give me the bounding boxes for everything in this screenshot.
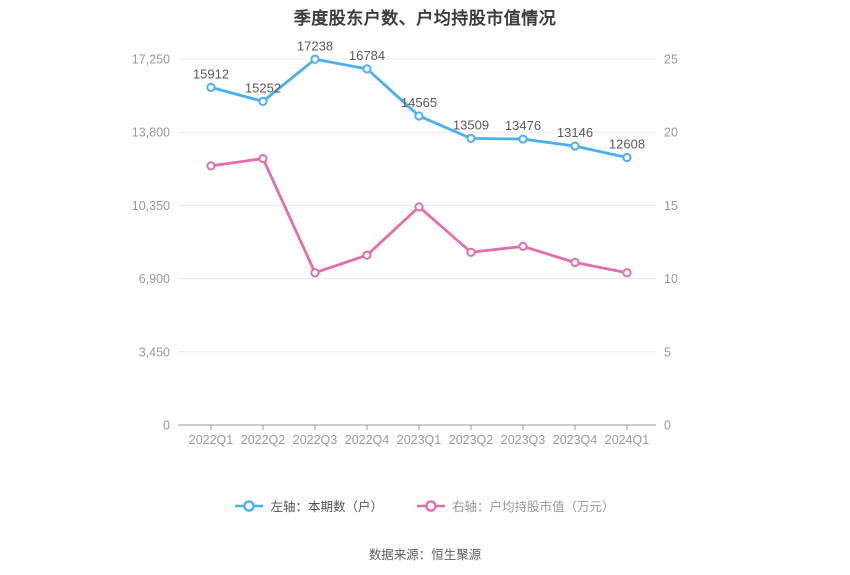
data-point-label: 13509 bbox=[453, 117, 489, 132]
x-axis-category-label: 2023Q1 bbox=[397, 433, 442, 447]
right-axis-tick-label: 10 bbox=[664, 272, 678, 286]
right-axis-tick-label: 20 bbox=[664, 126, 678, 140]
data-point-label: 16784 bbox=[349, 48, 385, 63]
data-point[interactable] bbox=[310, 268, 320, 278]
data-point[interactable] bbox=[622, 152, 632, 163]
data-point[interactable] bbox=[466, 133, 476, 143]
data-point[interactable] bbox=[310, 54, 320, 64]
left-axis-tick-label: 17,250 bbox=[132, 53, 170, 67]
x-axis-category-label: 2022Q2 bbox=[241, 433, 286, 447]
data-point[interactable] bbox=[206, 161, 216, 171]
left-axis-tick-label: 10,350 bbox=[132, 199, 170, 213]
x-axis-category-label: 2022Q4 bbox=[345, 433, 390, 447]
legend: 左轴：本期数（户） 右轴：户均持股市值（万元） bbox=[0, 496, 850, 515]
line-circle-marker-icon bbox=[417, 499, 445, 513]
data-point[interactable] bbox=[570, 141, 580, 151]
line-chart: 0 0 3,450 5 6,900 10 10,350 15 13,800 20 17,250 25 2… bbox=[132, 38, 678, 447]
data-point-label: 12608 bbox=[609, 136, 645, 151]
legend-item-shareholders[interactable]: 左轴：本期数（户） bbox=[235, 496, 383, 515]
data-point[interactable] bbox=[362, 250, 372, 260]
x-axis-category-label: 2023Q4 bbox=[553, 433, 598, 447]
data-point[interactable] bbox=[518, 134, 528, 144]
data-point-label: 15252 bbox=[245, 80, 281, 95]
x-axis-category-label: 2023Q3 bbox=[501, 433, 546, 447]
data-point[interactable] bbox=[258, 96, 268, 106]
data-point[interactable] bbox=[258, 153, 268, 164]
x-axis-category-label: 2022Q1 bbox=[189, 433, 234, 447]
left-axis-tick-label: 0 bbox=[163, 419, 170, 433]
data-point-label: 13146 bbox=[557, 125, 593, 140]
right-axis-tick-label: 25 bbox=[664, 53, 678, 67]
x-axis-category-label: 2022Q3 bbox=[293, 433, 338, 447]
data-point[interactable] bbox=[414, 202, 424, 212]
x-axis-category-label: 2024Q1 bbox=[605, 433, 650, 447]
left-axis-tick-label: 13,800 bbox=[132, 126, 170, 140]
data-point-label: 15912 bbox=[193, 66, 229, 81]
left-axis-tick-label: 6,900 bbox=[139, 272, 170, 286]
legend-item-market-value[interactable]: 右轴：户均持股市值（万元） bbox=[417, 496, 615, 515]
data-point-label: 14565 bbox=[401, 95, 437, 110]
data-point[interactable] bbox=[206, 82, 216, 92]
left-axis-tick-label: 3,450 bbox=[139, 345, 170, 359]
data-point[interactable] bbox=[570, 257, 580, 268]
right-axis-tick-label: 5 bbox=[664, 345, 671, 359]
data-source: 数据来源：恒生聚源 bbox=[368, 548, 482, 562]
data-point[interactable] bbox=[414, 111, 424, 121]
right-axis-tick-label: 15 bbox=[664, 199, 678, 213]
legend-label-shareholders: 左轴：本期数（户） bbox=[270, 500, 383, 514]
data-point[interactable] bbox=[518, 241, 528, 251]
right-axis-tick-label: 0 bbox=[664, 419, 671, 433]
data-point[interactable] bbox=[466, 247, 476, 257]
legend-label-market-value: 右轴：户均持股市值（万元） bbox=[452, 500, 615, 514]
series-line bbox=[209, 157, 629, 275]
chart-title: 季度股东户数、户均持股市值情况 bbox=[293, 9, 557, 28]
data-point-label: 17238 bbox=[297, 38, 333, 53]
data-point[interactable] bbox=[622, 268, 632, 278]
data-point[interactable] bbox=[362, 64, 372, 74]
x-axis-category-label: 2023Q2 bbox=[449, 433, 494, 447]
data-point-label: 13476 bbox=[505, 118, 541, 133]
line-circle-marker-icon bbox=[235, 499, 264, 513]
